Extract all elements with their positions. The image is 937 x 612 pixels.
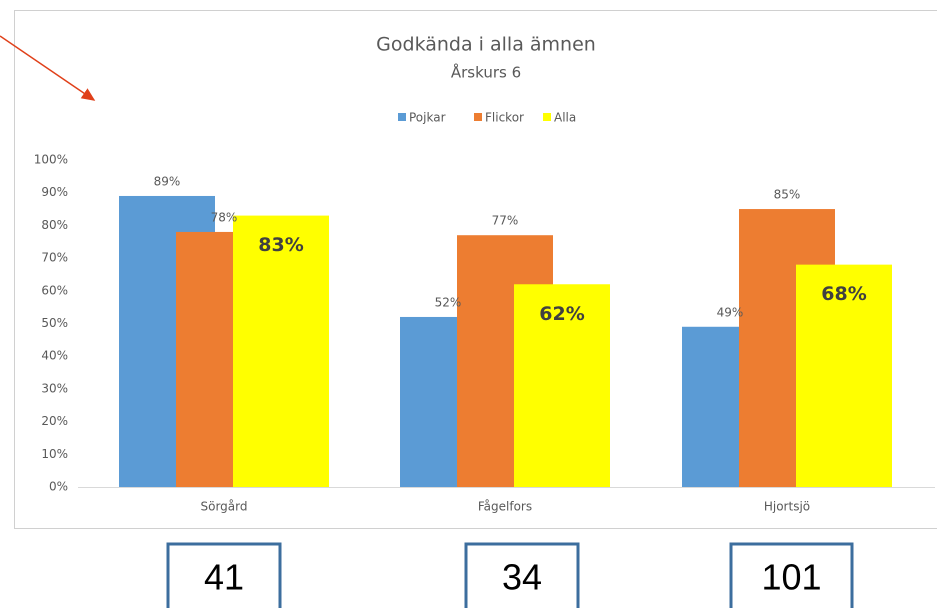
y-tick-label: 20% <box>41 414 68 428</box>
count-value: 34 <box>502 557 542 598</box>
y-tick-label: 60% <box>41 283 68 297</box>
y-tick-label: 50% <box>41 316 68 330</box>
count-value: 101 <box>761 557 821 598</box>
legend-swatch <box>543 113 551 121</box>
data-label: 83% <box>258 234 303 256</box>
x-tick-label: Fågelfors <box>478 500 532 514</box>
legend-label: Flickor <box>485 111 524 125</box>
chart-subtitle: Årskurs 6 <box>451 63 521 82</box>
y-tick-label: 40% <box>41 349 68 363</box>
legend-label: Alla <box>554 111 576 125</box>
y-tick-label: 90% <box>41 185 68 199</box>
bar <box>233 216 329 487</box>
data-label: 77% <box>492 214 519 228</box>
data-label: 62% <box>539 303 584 325</box>
legend-swatch <box>398 113 406 121</box>
y-tick-label: 100% <box>34 153 68 167</box>
legend-swatch <box>474 113 482 121</box>
y-tick-label: 70% <box>41 251 68 265</box>
data-label: 78% <box>211 210 238 224</box>
y-tick-label: 10% <box>41 447 68 461</box>
data-label: 68% <box>821 283 866 305</box>
x-tick-label: Hjortsjö <box>764 500 810 514</box>
data-label: 52% <box>435 295 462 309</box>
data-label: 49% <box>717 305 744 319</box>
data-label: 89% <box>154 174 181 188</box>
y-tick-label: 0% <box>49 480 68 494</box>
y-tick-label: 80% <box>41 218 68 232</box>
chart-title: Godkända i alla ämnen <box>376 34 596 56</box>
data-label: 85% <box>774 188 801 202</box>
y-tick-label: 30% <box>41 381 68 395</box>
legend-label: Pojkar <box>409 111 446 125</box>
count-value: 41 <box>204 557 244 598</box>
x-tick-label: Sörgård <box>201 500 248 514</box>
